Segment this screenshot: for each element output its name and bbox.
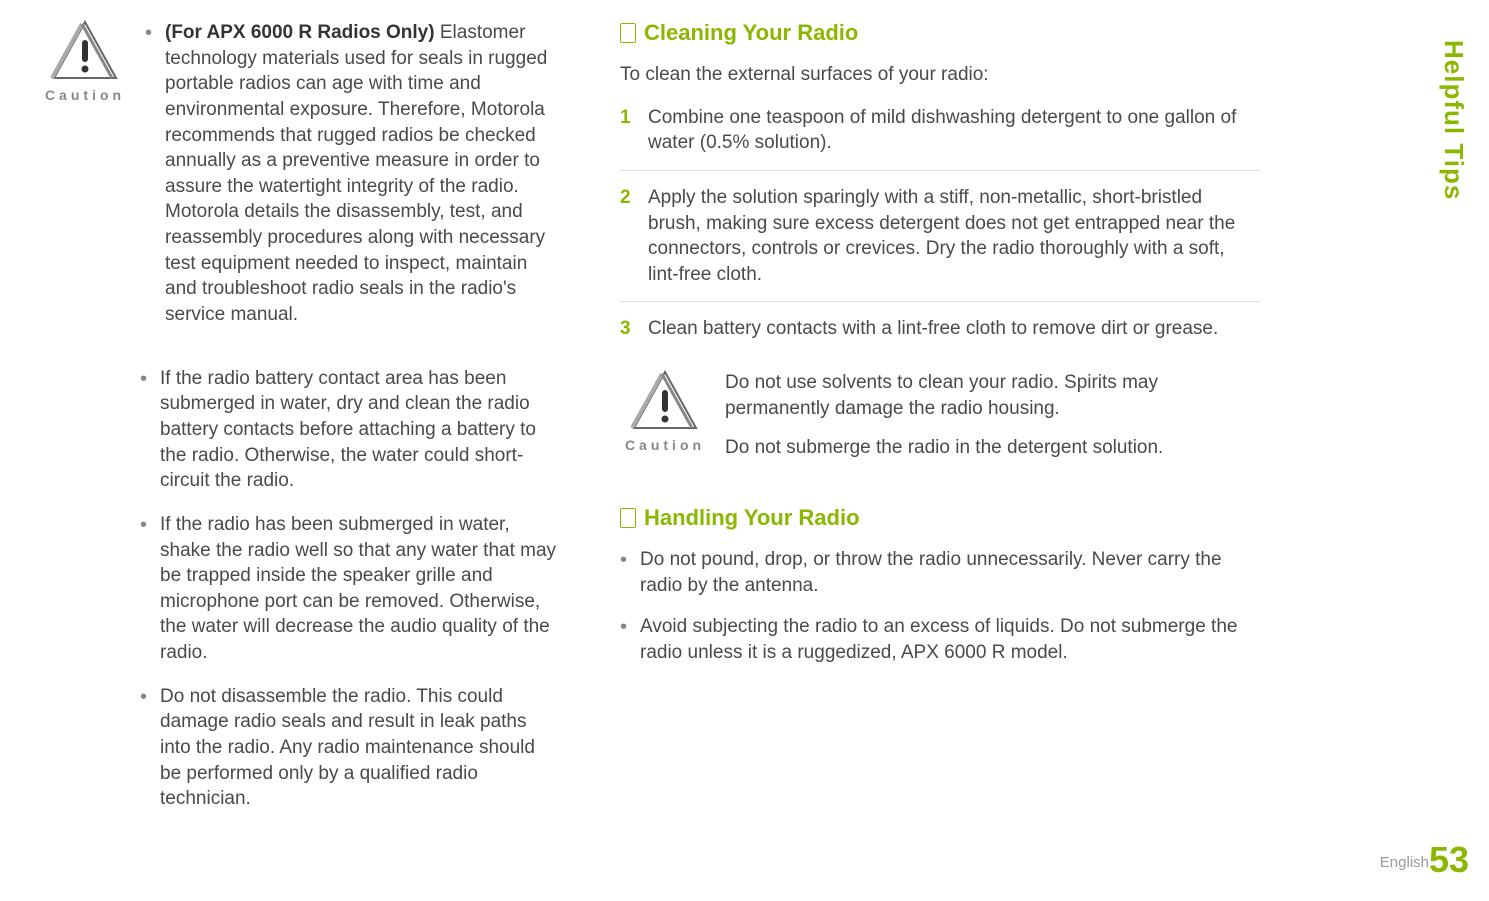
- handling-heading-text: Handling Your Radio: [644, 505, 860, 531]
- caution-icon: Caution: [620, 370, 710, 475]
- side-tab: Helpful Tips: [1438, 40, 1469, 200]
- right-column: Cleaning Your Radio To clean the externa…: [620, 20, 1260, 830]
- left-bullet-2: If the radio has been submerged in water…: [140, 512, 560, 666]
- caution-block-right: Caution Do not use solvents to clean you…: [620, 370, 1260, 475]
- handling-bullet-list: Do not pound, drop, or throw the radio u…: [620, 547, 1260, 666]
- handling-heading: Handling Your Radio: [620, 505, 1260, 531]
- english-label: English: [1380, 854, 1429, 871]
- left-column: Caution (For APX 6000 R Radios Only) Ela…: [40, 20, 560, 830]
- caution-block-left: Caution (For APX 6000 R Radios Only) Ela…: [40, 20, 560, 346]
- step-1-text: Combine one teaspoon of mild dishwashing…: [648, 107, 1236, 154]
- handling-bullet-2: Avoid subjecting the radio to an excess …: [620, 614, 1260, 665]
- cleaning-step-3: 3 Clean battery contacts with a lint-fre…: [620, 316, 1260, 356]
- bullet-bold-prefix: (For APX 6000 R Radios Only): [165, 22, 435, 43]
- step-number: 3: [620, 316, 631, 342]
- section-icon: [620, 23, 636, 43]
- page-number: 53: [1429, 839, 1469, 881]
- left-bullet-1: If the radio battery contact area has be…: [140, 366, 560, 494]
- caution-content: (For APX 6000 R Radios Only) Elastomer t…: [145, 20, 560, 346]
- page-content: Caution (For APX 6000 R Radios Only) Ela…: [0, 0, 1489, 850]
- caution-bullet-main: (For APX 6000 R Radios Only) Elastomer t…: [145, 20, 560, 328]
- caution-text-block: Do not use solvents to clean your radio.…: [725, 370, 1260, 475]
- cleaning-heading: Cleaning Your Radio: [620, 20, 1260, 46]
- step-2-text: Apply the solution sparingly with a stif…: [648, 187, 1235, 285]
- left-bullet-list: If the radio battery contact area has be…: [140, 366, 560, 812]
- step-3-text: Clean battery contacts with a lint-free …: [648, 318, 1218, 339]
- cleaning-heading-text: Cleaning Your Radio: [644, 20, 858, 46]
- caution-icon: Caution: [40, 20, 130, 346]
- cleaning-step-2: 2 Apply the solution sparingly with a st…: [620, 185, 1260, 303]
- bullet-main-text: Elastomer technology materials used for …: [165, 22, 547, 325]
- caution-text-1: Do not use solvents to clean your radio.…: [725, 370, 1260, 421]
- caution-text-2: Do not submerge the radio in the deterge…: [725, 435, 1260, 461]
- caution-label: Caution: [40, 87, 130, 103]
- left-bullet-3: Do not disassemble the radio. This could…: [140, 684, 560, 812]
- cleaning-intro: To clean the external surfaces of your r…: [620, 62, 1260, 89]
- step-number: 1: [620, 105, 631, 131]
- step-number: 2: [620, 185, 631, 211]
- caution-label: Caution: [620, 437, 710, 453]
- section-icon: [620, 508, 636, 528]
- cleaning-steps: 1 Combine one teaspoon of mild dishwashi…: [620, 105, 1260, 356]
- handling-bullet-1: Do not pound, drop, or throw the radio u…: [620, 547, 1260, 598]
- cleaning-step-1: 1 Combine one teaspoon of mild dishwashi…: [620, 105, 1260, 171]
